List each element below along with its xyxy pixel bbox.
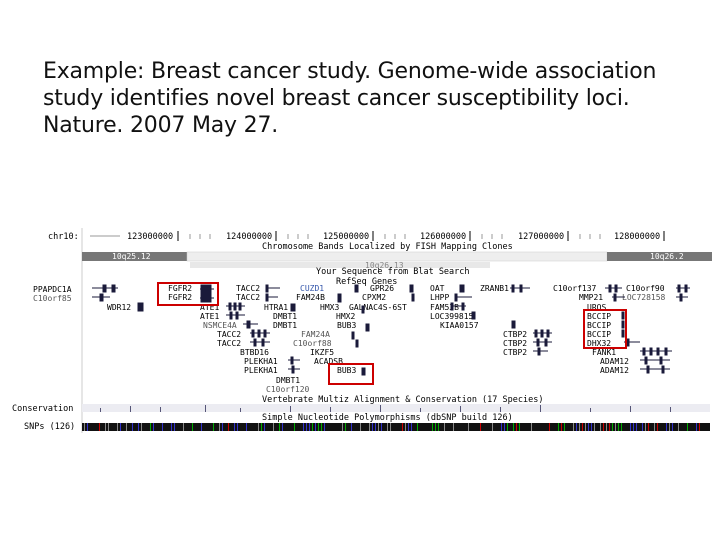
chrom-label: chr10:	[48, 232, 79, 242]
gene-c10orf90: C10orf90	[626, 284, 665, 293]
gene-adam12-a: ADAM12	[600, 357, 629, 366]
highlight-box-bccip	[583, 309, 627, 349]
ruler-pos-5: 127000000	[518, 232, 564, 242]
gene-bub3-a: BUB3	[337, 321, 356, 330]
gene-bccip-c: BCCIP	[587, 330, 611, 339]
snp-label: SNPs (126)	[24, 422, 75, 432]
conservation-label: Conservation	[12, 404, 73, 414]
ruler-pos-6: 128000000	[614, 232, 660, 242]
gene-cuzd1: CUZD1	[300, 284, 324, 293]
gene-hmx3: HMX3	[320, 303, 339, 312]
gene-nsmce4a: NSMCE4A	[203, 321, 237, 330]
gene-ate1-b: ATE1	[200, 312, 219, 321]
gene-ctbp2-b: CTBP2	[503, 339, 527, 348]
gene-tacc2-b: TACC2	[236, 293, 260, 302]
gene-zranb1: ZRANB1	[480, 284, 509, 293]
gene-ikzf5: IKZF5	[310, 348, 334, 357]
gene-bccip-b: BCCIP	[587, 321, 611, 330]
gene-fam24b: FAM24B	[296, 293, 325, 302]
gene-fgfr2-b: FGFR2	[168, 293, 192, 302]
title-line-2: study identifies novel breast cancer sus…	[43, 86, 630, 111]
gene-adam12-b: ADAM12	[600, 366, 629, 375]
highlight-box-fgfr2	[157, 282, 219, 306]
gene-dmbt1-c: DMBT1	[276, 376, 300, 385]
title-line-3: Nature. 2007 May 27.	[43, 113, 279, 138]
conservation-plot	[82, 404, 710, 412]
snp-density-bars	[82, 423, 710, 431]
gene-plekha1-b: PLEKHA1	[244, 366, 278, 375]
gene-dmbt1-a: DMBT1	[273, 312, 297, 321]
gene-fam53b: FAM53B	[430, 303, 459, 312]
gene-uros: UROS	[587, 303, 606, 312]
gene-dhx32: DHX32	[587, 339, 611, 348]
blat-track-label: Your Sequence from Blat Search	[316, 267, 470, 277]
fish-track-label: Chromosome Bands Localized by FISH Mappi…	[262, 242, 513, 252]
gene-acadsb: ACADSB	[314, 357, 343, 366]
gene-kiaa0157: KIAA0157	[440, 321, 479, 330]
title-line-1: Example: Breast cancer study. Genome-wid…	[43, 59, 657, 84]
highlight-box-bub3	[328, 363, 374, 385]
gene-ctbp2-a: CTBP2	[503, 330, 527, 339]
gene-bccip-a: BCCIP	[587, 312, 611, 321]
gene-loc728158: LOC728158	[622, 293, 666, 302]
ruler-pos-4: 126000000	[420, 232, 466, 242]
gene-bub3-b: BUB3	[337, 366, 356, 375]
gene-mmp21: MMP21	[579, 293, 603, 302]
gene-tacc2-d: TACC2	[217, 339, 241, 348]
genome-browser-image: chr10: 123000000 124000000 125000000 126…	[0, 228, 712, 433]
gene-hmx2: HMX2	[336, 312, 355, 321]
snp-track-title: Simple Nucleotide Polymorphisms (dbSNP b…	[262, 413, 513, 423]
gene-gpr26: GPR26	[370, 284, 394, 293]
gene-oat: OAT	[430, 284, 445, 293]
ruler-pos-2: 124000000	[226, 232, 272, 242]
gene-ate1-a: ATE1	[200, 303, 219, 312]
ruler-pos-3: 125000000	[323, 232, 369, 242]
gene-dmbt1-b: DMBT1	[273, 321, 297, 330]
gene-wdr12: WDR12	[107, 303, 131, 312]
conservation-track-title: Vertebrate Multiz Alignment & Conservati…	[262, 395, 543, 405]
gene-tacc2-c: TACC2	[217, 330, 241, 339]
gene-c10orf120: C10orf120	[266, 385, 310, 394]
gene-fam24a: FAM24A	[301, 330, 330, 339]
gene-htra1: HTRA1	[264, 303, 288, 312]
ruler-pos-1: 123000000	[127, 232, 173, 242]
left-gene-2: C10orf85	[33, 294, 72, 303]
genome-browser-svg: chr10: 123000000 124000000 125000000 126…	[0, 228, 712, 433]
gene-ctbp2-c: CTBP2	[503, 348, 527, 357]
gene-btbd16: BTBD16	[240, 348, 269, 357]
gene-loc399815: LOC399815	[430, 312, 474, 321]
gene-plekha1-a: PLEKHA1	[244, 357, 278, 366]
gene-c10orf88: C10orf88	[293, 339, 332, 348]
gene-fank1: FANK1	[592, 348, 616, 357]
gene-c10orf137: C10orf137	[553, 284, 597, 293]
band-label-3: 10q26.2	[650, 252, 684, 261]
band-label-1: 10q25.12	[112, 252, 151, 261]
gene-tacc2-a: TACC2	[236, 284, 260, 293]
refseq-track-label: RefSeq Genes	[336, 277, 397, 287]
slide-title: Example: Breast cancer study. Genome-wid…	[43, 58, 683, 139]
gene-lhpp: LHPP	[430, 293, 449, 302]
gene-fgfr2-a: FGFR2	[168, 284, 192, 293]
gene-cpxm2: CPXM2	[362, 293, 386, 302]
gene-galnac4s-6st: GALNAC4S-6ST	[349, 303, 407, 312]
left-gene-1: PPAPDC1A	[33, 285, 72, 294]
